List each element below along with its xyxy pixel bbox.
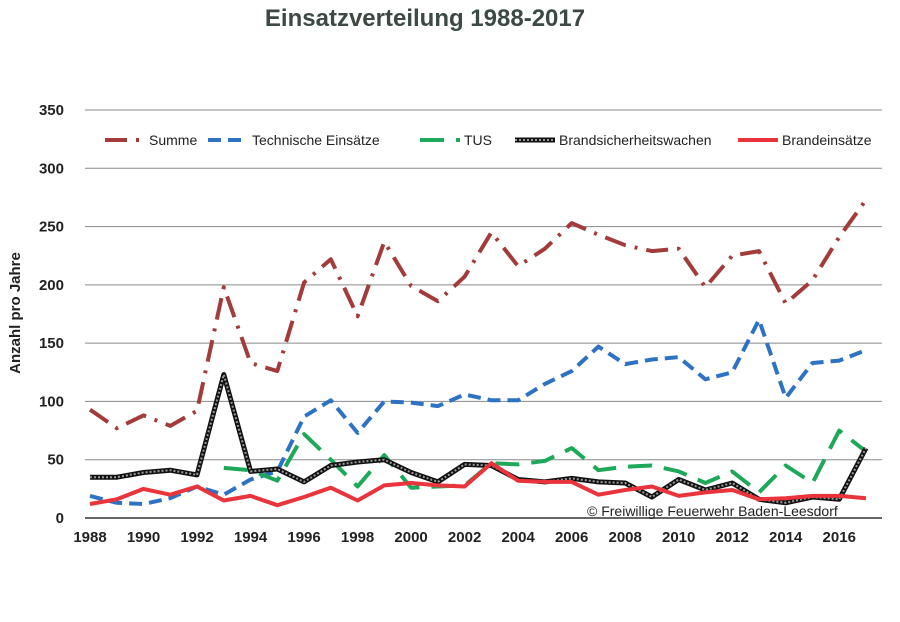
x-tick-label: 1992 (180, 529, 213, 546)
y-tick-label: 200 (39, 277, 64, 294)
credit-annotation: © Freiwillige Feuerwehr Baden-Leesdorf (587, 503, 838, 519)
legend-label-brandeins-tze: Brandeinsätze (782, 132, 872, 148)
series-line-brandeins-tze (89, 461, 867, 508)
x-tick-labels: 1988 1990 1992 1994 1996 1998 2000 2002 2004 2006… (73, 529, 856, 546)
x-tick-label: 2000 (394, 529, 427, 546)
chart-title: Einsatzverteilung 1988-2017 (265, 5, 585, 32)
y-tick-label: 50 (47, 452, 64, 469)
x-tick-label: 1990 (127, 529, 160, 546)
y-tick-label: 350 (39, 102, 64, 119)
x-tick-label: 2012 (716, 529, 749, 546)
x-tick-label: 2006 (555, 529, 588, 546)
x-tick-label: 2016 (823, 529, 856, 546)
y-axis-label: Anzahl pro Jahre (7, 252, 24, 374)
x-tick-label: 2008 (608, 529, 641, 546)
y-tick-label: 300 (39, 160, 64, 177)
x-tick-label: 1994 (234, 529, 268, 546)
legend-label-tus: TUS (464, 132, 492, 148)
y-tick-label: 250 (39, 219, 64, 236)
series-line-technische-eins-tze (89, 317, 867, 506)
legend-label-summe: Summe (149, 132, 197, 148)
x-tick-label: 2010 (662, 529, 695, 546)
x-tick-label: 2004 (501, 529, 535, 546)
series-line-summe (88, 198, 868, 431)
legend-label-brandsicherheitswachen: Brandsicherheitswachen (559, 132, 712, 148)
x-tick-label: 1998 (341, 529, 374, 546)
x-tick-label: 1988 (73, 529, 106, 546)
series-lines (88, 198, 869, 508)
x-tick-label: 1996 (287, 529, 320, 546)
y-tick-label: 100 (39, 393, 64, 410)
y-tick-labels: 0 50 100 150 200 250 300 350 (39, 102, 64, 527)
legend-label-technische-eins-tze: Technische Einsätze (252, 132, 380, 148)
legend: Summe Technische Einsätze TUS Brandsicherhe… (105, 132, 872, 148)
series-line-texture (90, 370, 867, 504)
x-tick-label: 2002 (448, 529, 481, 546)
series-line-tus (223, 428, 868, 495)
y-tick-label: 150 (39, 335, 64, 352)
x-tick-label: 2014 (769, 529, 803, 546)
y-tick-label: 0 (56, 510, 64, 527)
grid-lines (85, 109, 882, 519)
